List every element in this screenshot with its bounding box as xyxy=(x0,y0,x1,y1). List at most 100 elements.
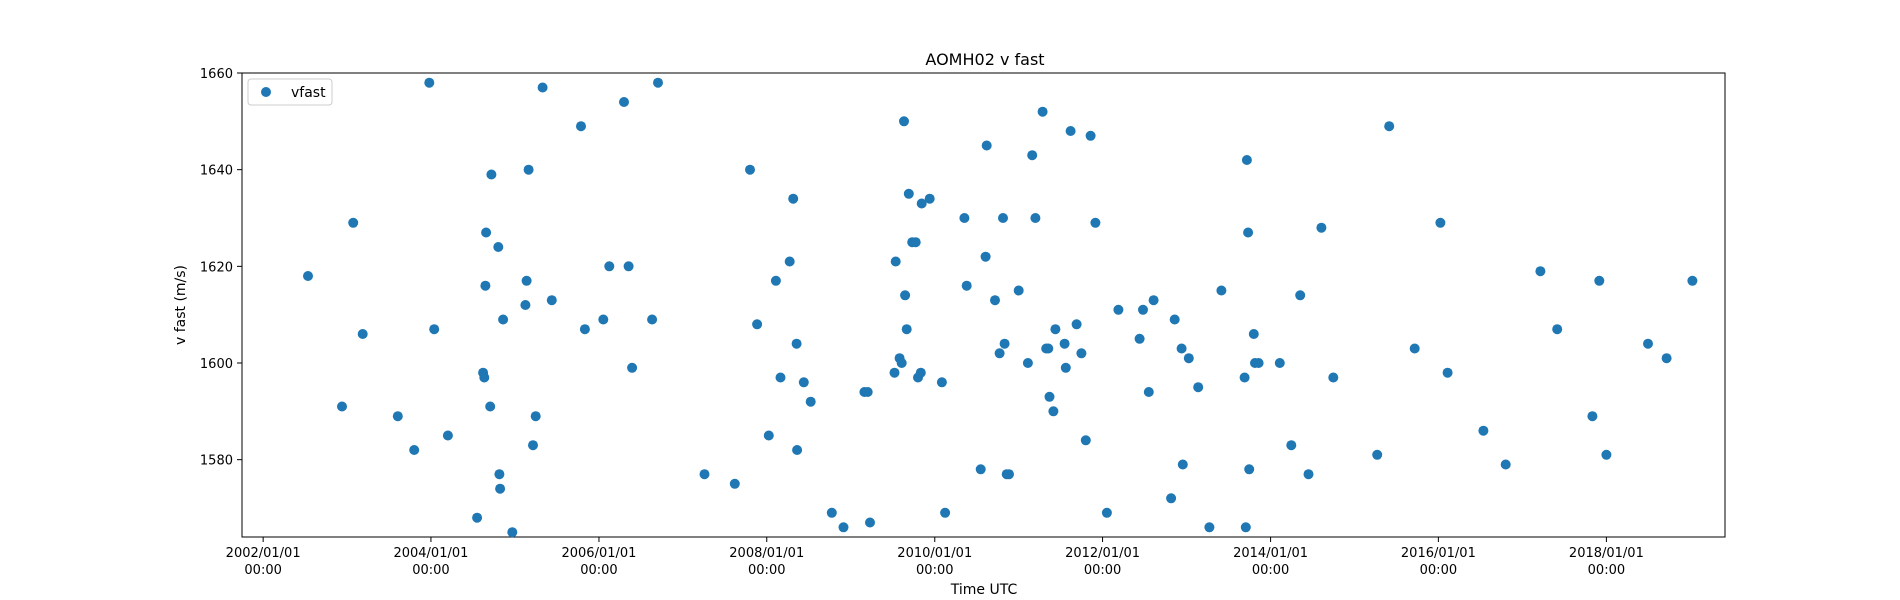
data-point xyxy=(1027,150,1038,161)
data-point xyxy=(442,430,453,441)
data-point xyxy=(1594,275,1605,286)
data-point xyxy=(1303,469,1314,480)
plot-frame xyxy=(241,72,1726,538)
data-point xyxy=(910,237,921,248)
x-tick-label: 00:00 xyxy=(412,563,449,578)
data-point xyxy=(498,314,509,325)
data-point xyxy=(623,261,634,272)
data-point xyxy=(1216,285,1227,296)
data-point xyxy=(1043,343,1054,354)
data-point xyxy=(1241,155,1252,165)
legend-marker-icon xyxy=(261,87,271,97)
data-point xyxy=(981,140,992,151)
data-point xyxy=(598,314,609,325)
data-point xyxy=(424,77,435,88)
y-axis-label: v fast (m/s) xyxy=(173,265,189,345)
data-point xyxy=(348,217,359,228)
data-point xyxy=(1166,493,1177,504)
data-point xyxy=(1050,324,1061,335)
data-point xyxy=(1601,449,1612,460)
data-point xyxy=(998,213,1008,223)
x-tick-label: 2004/01/01 xyxy=(393,546,468,561)
data-point xyxy=(1286,440,1297,451)
data-point xyxy=(523,164,534,175)
data-point xyxy=(1384,121,1395,132)
data-point xyxy=(1253,358,1264,368)
data-point xyxy=(896,358,907,368)
legend-label: vfast xyxy=(291,85,326,101)
data-point xyxy=(1478,425,1489,436)
data-point xyxy=(1244,464,1255,475)
data-point xyxy=(1004,469,1014,480)
data-point xyxy=(429,324,440,335)
data-point xyxy=(792,445,803,455)
data-point xyxy=(1080,435,1091,446)
data-point xyxy=(990,295,1000,306)
data-point xyxy=(1274,358,1285,368)
data-point xyxy=(1013,285,1024,296)
y-tick-label: 1600 xyxy=(200,357,233,372)
data-point xyxy=(1328,372,1339,383)
data-point xyxy=(528,440,538,451)
data-point xyxy=(729,478,740,489)
data-point xyxy=(1022,358,1033,368)
data-point xyxy=(1687,275,1698,286)
x-tick-label: 2016/01/01 xyxy=(1401,546,1476,561)
data-point xyxy=(1552,324,1563,335)
data-point xyxy=(619,97,629,107)
data-point xyxy=(486,169,497,180)
y-tick-label: 1640 xyxy=(200,164,233,179)
data-point xyxy=(485,401,496,412)
data-point xyxy=(975,464,986,475)
data-point xyxy=(1090,217,1101,228)
data-point xyxy=(936,377,947,388)
legend: vfast xyxy=(247,78,333,106)
data-point xyxy=(1193,382,1204,393)
data-point xyxy=(791,338,802,349)
data-point xyxy=(1243,227,1254,238)
data-point xyxy=(530,411,541,422)
x-axis-ticks: 2002/01/01 00:00 2004/01/01 00:00 2006/01/01… xyxy=(226,537,1644,578)
data-point xyxy=(994,348,1005,359)
data-point xyxy=(1148,295,1159,306)
data-point xyxy=(1138,304,1148,315)
data-point xyxy=(865,517,875,528)
x-tick-label: 2008/01/01 xyxy=(729,546,804,561)
data-point xyxy=(579,324,590,335)
data-point xyxy=(1248,329,1259,339)
data-point xyxy=(1060,362,1071,373)
y-tick-label: 1620 xyxy=(200,260,233,275)
data-point xyxy=(915,367,926,378)
data-point xyxy=(1177,459,1188,470)
data-point xyxy=(805,396,816,407)
x-tick-label: 00:00 xyxy=(748,563,785,578)
data-point xyxy=(1030,213,1041,223)
data-point xyxy=(493,242,504,252)
data-point xyxy=(392,411,403,422)
data-point xyxy=(1442,367,1453,378)
data-point xyxy=(940,507,951,518)
data-point xyxy=(961,280,972,291)
data-point xyxy=(903,188,914,199)
data-point xyxy=(889,367,900,378)
data-point xyxy=(604,261,615,272)
data-point xyxy=(1183,353,1194,364)
data-point xyxy=(521,275,532,286)
chart-title: AOMH02 v fast xyxy=(925,50,1044,69)
data-point xyxy=(1134,333,1145,344)
data-point xyxy=(826,507,837,518)
x-tick-label: 2018/01/01 xyxy=(1569,546,1644,561)
x-tick-label: 00:00 xyxy=(580,563,617,578)
data-point xyxy=(576,121,586,132)
data-point xyxy=(507,527,518,538)
data-point xyxy=(1409,343,1420,354)
data-point xyxy=(775,372,786,383)
data-point xyxy=(916,198,927,209)
data-point xyxy=(303,271,313,281)
data-point xyxy=(1037,106,1048,117)
data-points xyxy=(303,77,1698,538)
data-point xyxy=(357,329,368,339)
data-point xyxy=(788,193,799,204)
data-point xyxy=(1076,348,1087,359)
